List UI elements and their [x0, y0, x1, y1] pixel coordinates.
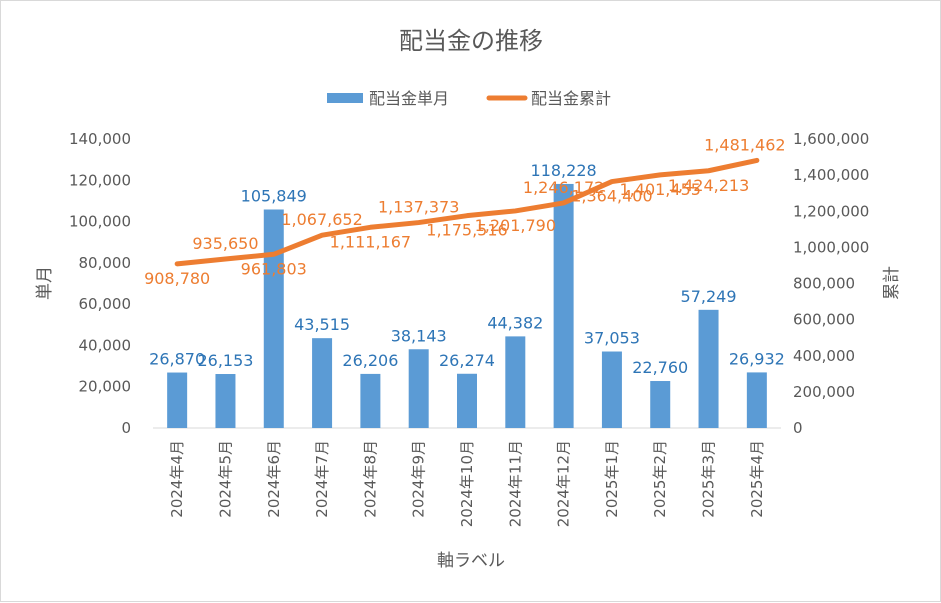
- line-data-label: 1,481,462: [704, 135, 785, 154]
- bar: [360, 373, 381, 428]
- x-tick-label: 2025年4月: [748, 440, 766, 518]
- bar: [408, 349, 429, 428]
- x-tick-label: 2024年4月: [168, 440, 186, 518]
- y-tick-label: 60,000: [79, 295, 132, 313]
- x-tick-label: 2025年2月: [651, 440, 669, 518]
- legend-label-bar: 配当金単月: [369, 89, 449, 108]
- line-data-label: 908,780: [144, 269, 210, 288]
- x-tick-label: 2024年11月: [506, 440, 524, 527]
- bar-data-label: 22,760: [632, 358, 688, 377]
- y2-tick-label: 200,000: [793, 383, 855, 401]
- y2-tick-label: 1,400,000: [793, 166, 869, 184]
- bar: [167, 372, 188, 428]
- y-tick-label: 40,000: [79, 336, 132, 354]
- cumulative-line: [174, 157, 760, 267]
- bar: [746, 372, 767, 428]
- x-tick-label: 2025年1月: [603, 440, 621, 518]
- y-axis-title-right: 累計: [882, 266, 902, 300]
- y2-tick-label: 1,200,000: [793, 202, 869, 220]
- bar: [505, 336, 526, 428]
- x-tick-label: 2024年12月: [555, 440, 573, 527]
- legend: 配当金単月 配当金累計: [327, 89, 611, 108]
- x-tick-label: 2025年3月: [700, 440, 718, 518]
- bar-data-label: 26,932: [729, 349, 785, 368]
- y-tick-label: 120,000: [69, 171, 131, 189]
- line-series: [174, 157, 760, 267]
- bar: [312, 338, 333, 428]
- x-tick-label: 2024年5月: [216, 440, 234, 518]
- x-tick-label: 2024年6月: [265, 440, 283, 518]
- bar-data-label: 118,228: [531, 161, 597, 180]
- line-data-label: 1,424,213: [668, 176, 749, 195]
- y-tick-label: 140,000: [69, 130, 131, 148]
- bar-data-label: 44,382: [487, 313, 543, 332]
- y2-tick-label: 1,600,000: [793, 130, 869, 148]
- legend-swatch-bar: [327, 93, 363, 103]
- bar-data-label: 26,153: [197, 351, 253, 370]
- y-tick-label: 20,000: [79, 378, 132, 396]
- y-axis-title-left: 単月: [35, 266, 55, 300]
- line-data-labels: 908,780 935,650 961,803 1,067,652 1,111,167 1…: [144, 135, 785, 287]
- x-tick-label: 2024年10月: [458, 440, 476, 527]
- y2-tick-label: 400,000: [793, 347, 855, 365]
- bar-data-label: 26,206: [342, 351, 398, 370]
- y2-tick-label: 800,000: [793, 275, 855, 293]
- bar-data-label: 37,053: [584, 329, 640, 348]
- x-axis-tick-labels: 2024年4月 2024年5月 2024年6月 2024年7月 2024年8月 2024年…: [168, 440, 766, 527]
- bar-data-label: 26,274: [439, 351, 495, 370]
- x-tick-label: 2024年9月: [410, 440, 428, 518]
- line-data-label: 1,137,373: [378, 198, 459, 217]
- bar: [215, 374, 236, 428]
- bar: [650, 381, 671, 428]
- y-axis-right: 0 200,000 400,000 600,000 800,000 1,000,000 1,…: [793, 130, 869, 437]
- line-data-label: 1,246,172: [523, 178, 604, 197]
- line-data-label: 1,175,516: [426, 221, 507, 240]
- bar: [457, 373, 477, 428]
- y2-tick-label: 600,000: [793, 311, 855, 329]
- line-data-label: 1,201,790: [475, 216, 556, 235]
- y-tick-label: 0: [121, 419, 131, 437]
- line-data-label: 1,401,455: [620, 180, 701, 199]
- bar: [263, 209, 284, 428]
- legend-label-line: 配当金累計: [531, 89, 611, 108]
- y-axis-left: 0 20,000 40,000 60,000 80,000 100,000 120,000 1…: [69, 130, 131, 437]
- bar-data-label: 105,849: [241, 186, 307, 205]
- bar: [698, 309, 719, 428]
- line-data-label: 935,650: [192, 234, 258, 253]
- bar-data-label: 57,249: [681, 287, 737, 306]
- y-tick-label: 80,000: [79, 254, 132, 272]
- chart-title: 配当金の推移: [399, 27, 543, 55]
- x-tick-label: 2024年7月: [313, 440, 331, 518]
- bar-data-label: 43,515: [294, 315, 350, 334]
- bar-series: [167, 183, 767, 428]
- bar-data-label: 26,870: [149, 350, 205, 369]
- y-tick-label: 100,000: [69, 213, 131, 231]
- line-data-label: 1,111,167: [330, 232, 411, 251]
- line-data-label: 961,803: [241, 259, 307, 278]
- line-data-label: 1,364,400: [571, 187, 652, 206]
- y2-tick-label: 0: [793, 419, 803, 437]
- bar: [553, 183, 574, 428]
- line-data-label: 1,067,652: [281, 210, 362, 229]
- x-axis-title: 軸ラベル: [437, 551, 505, 571]
- bar: [601, 351, 622, 428]
- bar-data-label: 38,143: [391, 326, 447, 345]
- y2-tick-label: 1,000,000: [793, 238, 869, 256]
- x-tick-label: 2024年8月: [361, 440, 379, 518]
